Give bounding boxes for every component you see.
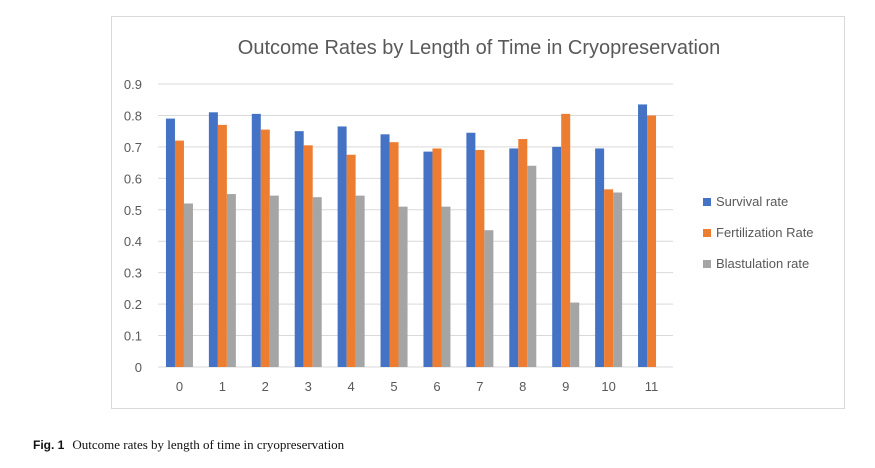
- bar-survival-rate-4: [337, 126, 347, 367]
- y-tick-label: 0.3: [124, 266, 142, 281]
- bar-fertilization-rate-7: [475, 150, 485, 367]
- legend-swatch: [703, 260, 711, 268]
- bar-blastulation-rate-3: [312, 197, 322, 367]
- x-tick-label: 9: [562, 379, 569, 394]
- figure-caption: Fig. 1 Outcome rates by length of time in…: [33, 437, 344, 453]
- bars: [165, 104, 657, 367]
- bar-survival-rate-8: [509, 148, 519, 367]
- bar-fertilization-rate-4: [346, 154, 356, 367]
- chart-frame: Outcome Rates by Length of Time in Cryop…: [111, 16, 845, 409]
- legend-swatch: [703, 198, 711, 206]
- y-tick-label: 0.5: [124, 203, 142, 218]
- bar-fertilization-rate-5: [389, 142, 399, 367]
- figure-label: Fig. 1: [33, 438, 65, 452]
- y-tick-label: 0.8: [124, 108, 142, 123]
- bar-fertilization-rate-3: [303, 145, 313, 367]
- x-tick-label: 8: [519, 379, 526, 394]
- bar-blastulation-rate-8: [527, 165, 537, 367]
- bar-chart: Outcome Rates by Length of Time in Cryop…: [124, 37, 814, 394]
- x-axis-ticks: 0 1 2 3 4 5 6 7 8 9 10 11: [176, 379, 658, 394]
- x-tick-label: 7: [476, 379, 483, 394]
- x-tick-label: 6: [433, 379, 440, 394]
- bar-fertilization-rate-0: [174, 140, 184, 367]
- legend: Survival rate Fertilization Rate Blastulat…: [703, 194, 814, 271]
- bar-fertilization-rate-9: [561, 113, 571, 367]
- bar-survival-rate-9: [552, 146, 562, 367]
- y-tick-label: 0.2: [124, 297, 142, 312]
- y-tick-label: 0.4: [124, 234, 142, 249]
- x-tick-label: 1: [219, 379, 226, 394]
- gridlines: [158, 83, 673, 368]
- x-tick-label: 2: [262, 379, 269, 394]
- legend-label: Fertilization Rate: [716, 225, 814, 240]
- bar-survival-rate-5: [380, 134, 390, 367]
- x-tick-label: 3: [305, 379, 312, 394]
- legend-label: Blastulation rate: [716, 256, 809, 271]
- bar-fertilization-rate-2: [260, 129, 270, 367]
- y-axis-ticks: 0 0.1 0.2 0.3 0.4 0.5 0.6 0.7 0.8 0.9: [124, 77, 142, 375]
- chart-title: Outcome Rates by Length of Time in Cryop…: [238, 37, 720, 59]
- bar-blastulation-rate-2: [269, 195, 279, 367]
- caption-text: Outcome rates by length of time in cryop…: [72, 437, 345, 452]
- bar-fertilization-rate-6: [432, 148, 442, 367]
- bar-survival-rate-2: [251, 113, 261, 367]
- bar-blastulation-rate-10: [613, 192, 623, 367]
- x-tick-label: 5: [390, 379, 397, 394]
- bar-blastulation-rate-4: [355, 195, 365, 367]
- y-tick-label: 0.1: [124, 329, 142, 344]
- y-tick-label: 0.6: [124, 171, 142, 186]
- bar-fertilization-rate-11: [647, 115, 657, 367]
- bar-fertilization-rate-1: [217, 124, 227, 367]
- bar-survival-rate-10: [595, 148, 605, 367]
- bar-survival-rate-11: [638, 104, 648, 367]
- bar-survival-rate-6: [423, 151, 433, 367]
- bar-survival-rate-1: [208, 112, 218, 367]
- bar-blastulation-rate-7: [484, 230, 494, 367]
- bar-blastulation-rate-6: [441, 206, 451, 367]
- bar-survival-rate-7: [466, 132, 476, 367]
- legend-swatch: [703, 229, 711, 237]
- x-tick-label: 4: [348, 379, 355, 394]
- bar-survival-rate-0: [165, 118, 175, 367]
- y-tick-label: 0.7: [124, 140, 142, 155]
- x-tick-label: 0: [176, 379, 183, 394]
- y-tick-label: 0: [135, 360, 142, 375]
- bar-survival-rate-3: [294, 131, 304, 367]
- bar-blastulation-rate-5: [398, 206, 408, 367]
- y-tick-label: 0.9: [124, 77, 142, 92]
- x-tick-label: 10: [601, 379, 615, 394]
- legend-label: Survival rate: [716, 194, 788, 209]
- bar-fertilization-rate-10: [604, 189, 614, 367]
- bar-fertilization-rate-8: [518, 139, 528, 367]
- bar-blastulation-rate-0: [183, 203, 193, 367]
- bar-blastulation-rate-9: [570, 302, 580, 367]
- bar-blastulation-rate-1: [226, 194, 236, 367]
- x-tick-label: 11: [645, 379, 659, 394]
